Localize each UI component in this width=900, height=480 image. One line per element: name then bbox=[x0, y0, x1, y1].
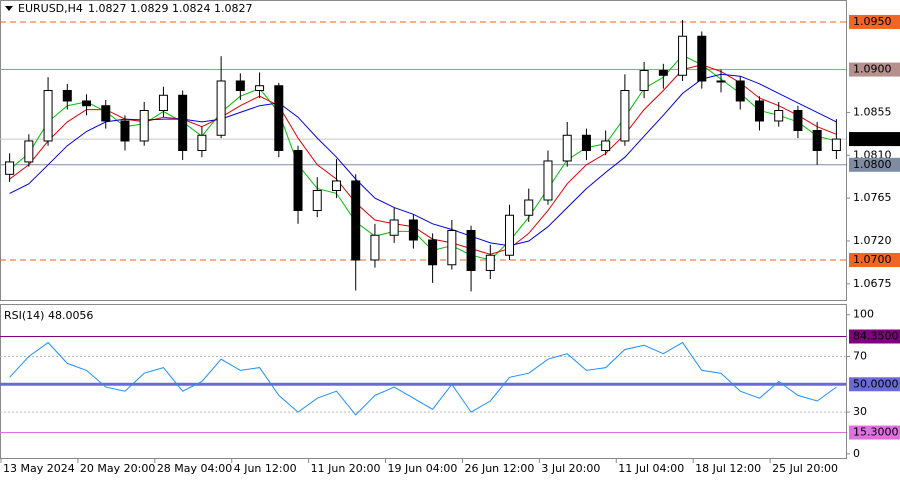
y-tick-label: 1.0855 bbox=[853, 105, 892, 118]
level-box bbox=[849, 62, 900, 77]
quote: 1.0827 1.0829 1.0824 1.0827 bbox=[88, 2, 252, 15]
y-tick-label: 1.0720 bbox=[853, 234, 892, 247]
line bbox=[9, 73, 837, 247]
x-tick-label: 18 Jul 12:00 bbox=[695, 462, 761, 475]
level-box bbox=[849, 14, 900, 29]
level-box bbox=[849, 157, 900, 172]
candle-body bbox=[543, 160, 553, 201]
level-box bbox=[849, 132, 900, 147]
candle-body bbox=[793, 110, 803, 132]
level-box bbox=[849, 329, 900, 344]
x-tick-label: 25 Jul 20:00 bbox=[772, 462, 838, 475]
candle-body bbox=[178, 94, 188, 151]
level-label: 1.0950 bbox=[853, 15, 892, 28]
candle-body bbox=[24, 140, 34, 163]
candle-body bbox=[485, 254, 495, 271]
level-label: 1.0900 bbox=[853, 63, 892, 76]
level-label: 84.3500 bbox=[853, 330, 899, 343]
candle-body bbox=[601, 140, 611, 151]
collapse-icon[interactable] bbox=[5, 6, 13, 11]
candle-body bbox=[312, 189, 322, 211]
candle-body bbox=[408, 219, 418, 241]
candle-body bbox=[620, 90, 630, 142]
candle-body bbox=[82, 100, 92, 107]
candle-body bbox=[428, 239, 438, 266]
candle-body bbox=[389, 219, 399, 236]
level-label: 1.0800 bbox=[853, 158, 892, 171]
candle-body bbox=[581, 134, 591, 151]
level-label: 50.0000 bbox=[853, 377, 899, 390]
x-tick-label: 26 Jun 12:00 bbox=[464, 462, 534, 475]
candle-body bbox=[62, 90, 72, 102]
candle-body bbox=[274, 85, 284, 151]
candle-body bbox=[101, 105, 111, 122]
line bbox=[9, 64, 837, 255]
candle-body bbox=[158, 94, 168, 112]
candle-body bbox=[370, 234, 380, 261]
price-panel bbox=[0, 0, 847, 301]
y-tick-label: 30 bbox=[853, 405, 867, 418]
level-box bbox=[849, 253, 900, 268]
candle-body bbox=[505, 214, 515, 256]
x-tick-label: 28 May 04:00 bbox=[157, 462, 232, 475]
x-tick-label: 11 Jul 04:00 bbox=[618, 462, 684, 475]
level-label: 1.0827 bbox=[853, 132, 892, 145]
candle-body bbox=[43, 90, 53, 142]
y-tick-label: 1.0675 bbox=[853, 277, 892, 290]
level-label: 1.0700 bbox=[853, 253, 892, 266]
y-tick-label: 1.0765 bbox=[853, 191, 892, 204]
candle-body bbox=[774, 110, 784, 122]
level-box bbox=[849, 425, 900, 440]
x-tick-label: 20 May 20:00 bbox=[80, 462, 155, 475]
y-tick-label: 70 bbox=[853, 349, 867, 362]
candle-body bbox=[197, 134, 207, 151]
symbol: EURUSD,H4 bbox=[18, 2, 83, 15]
line bbox=[9, 341, 837, 416]
x-tick-label: 19 Jun 04:00 bbox=[388, 462, 458, 475]
candle-body bbox=[351, 180, 361, 261]
candle-body bbox=[120, 120, 130, 142]
candle-body bbox=[678, 35, 688, 76]
y-tick-label: 100 bbox=[853, 308, 874, 321]
candle-body bbox=[697, 35, 707, 82]
line bbox=[9, 54, 837, 261]
candle-body bbox=[754, 100, 764, 122]
candle-body bbox=[216, 80, 226, 136]
candle-body bbox=[562, 134, 572, 162]
candle-body bbox=[735, 80, 745, 102]
candle-body bbox=[293, 150, 303, 211]
candle-body bbox=[447, 229, 457, 266]
rsi-panel bbox=[0, 304, 847, 459]
x-tick-label: 4 Jun 12:00 bbox=[234, 462, 297, 475]
candle-body bbox=[331, 180, 341, 191]
rsi-title: RSI(14) 48.0056 bbox=[4, 309, 93, 322]
candle-body bbox=[716, 80, 726, 83]
level-label: 15.3000 bbox=[853, 426, 899, 439]
candle-body bbox=[524, 199, 534, 216]
candle-body bbox=[812, 130, 822, 152]
candle-body bbox=[235, 80, 245, 92]
candle-body bbox=[639, 70, 649, 92]
candle-body bbox=[139, 110, 149, 142]
level-box bbox=[849, 377, 900, 392]
x-tick-label: 3 Jul 20:00 bbox=[541, 462, 600, 475]
x-tick-label: 13 May 2024 bbox=[3, 462, 75, 475]
y-tick-label: 0 bbox=[853, 447, 860, 460]
candle-body bbox=[5, 161, 15, 175]
candle-body bbox=[831, 138, 841, 151]
candle-body bbox=[466, 229, 476, 271]
candle-body bbox=[658, 70, 668, 76]
x-tick-label: 11 Jun 20:00 bbox=[311, 462, 381, 475]
candle-body bbox=[255, 85, 265, 92]
